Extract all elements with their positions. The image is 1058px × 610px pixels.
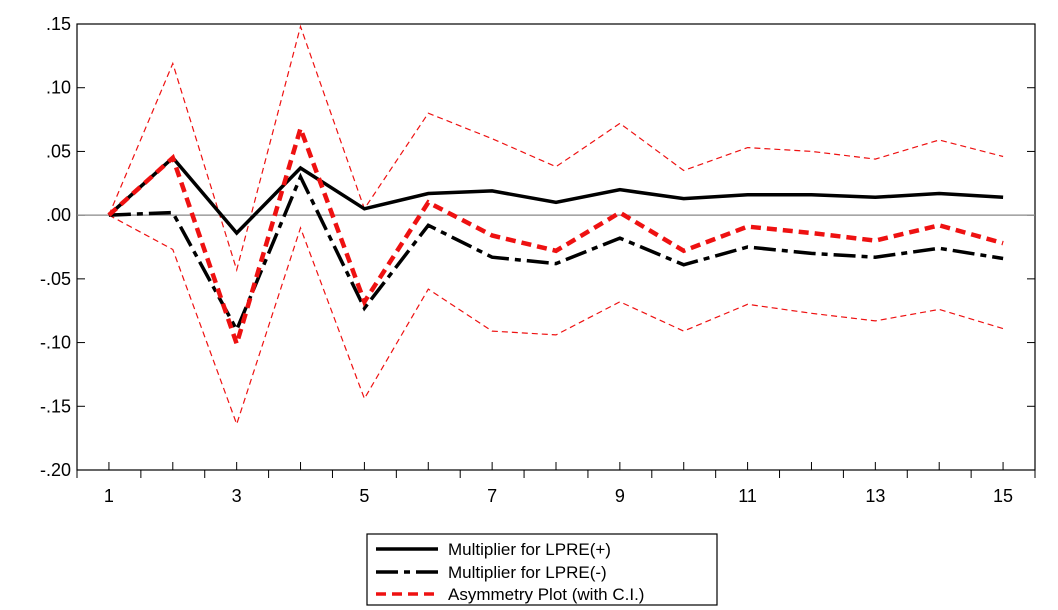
y-tick-label: -.15 — [40, 396, 71, 416]
x-axis: 1 3 5 7 9 11 13 15 — [76, 462, 1036, 506]
x-tick-label: 5 — [359, 486, 369, 506]
series-line-lpre-minus — [108, 172, 1004, 334]
legend: Multiplier for LPRE(+) Multiplier for LP… — [366, 533, 718, 606]
series-lines — [107, 121, 1004, 352]
x-tick-label: 11 — [738, 486, 757, 506]
x-tick-label: 7 — [487, 486, 497, 506]
y-tick-label: .10 — [46, 78, 71, 98]
x-tick-label: 13 — [865, 486, 885, 506]
x-tick-label: 9 — [615, 486, 625, 506]
legend-label-lpre-plus: Multiplier for LPRE(+) — [448, 540, 611, 559]
y-tick-label: .00 — [46, 205, 71, 225]
y-tick-label: -.10 — [40, 333, 71, 353]
ci-upper-line — [108, 24, 1004, 273]
confidence-interval-lines — [108, 24, 1004, 426]
plot-frame — [76, 23, 1036, 471]
y-tick-label: .05 — [46, 141, 71, 161]
y-axis: .15 .10 .05 .00 -.05 -.10 -.15 -.20 — [40, 14, 1035, 480]
y-tick-label: .15 — [46, 14, 71, 34]
legend-label-asymmetry: Asymmetry Plot (with C.I.) — [448, 585, 644, 604]
x-tick-label: 3 — [232, 486, 242, 506]
x-tick-label: 1 — [104, 486, 114, 506]
series-line-asymmetry — [107, 121, 1004, 352]
y-tick-label: -.20 — [40, 460, 71, 480]
x-tick-label: 15 — [993, 486, 1013, 506]
ci-lower-line — [108, 214, 1004, 426]
legend-label-lpre-minus: Multiplier for LPRE(-) — [448, 563, 607, 582]
series-line-lpre-plus — [107, 155, 1004, 236]
y-tick-label: -.05 — [40, 269, 71, 289]
